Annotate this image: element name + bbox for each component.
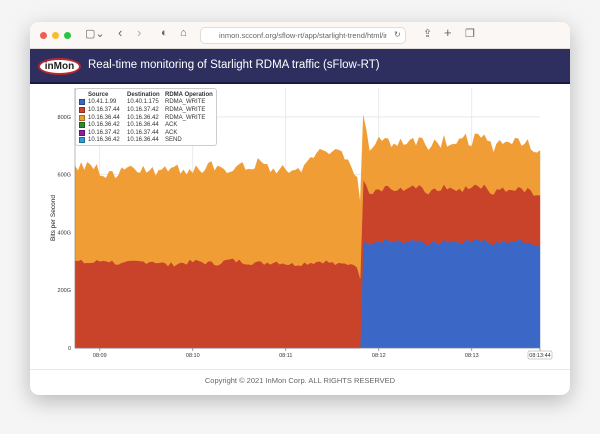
- y-axis-label: Bits per Second: [50, 195, 57, 241]
- legend-swatch: [79, 137, 85, 144]
- legend-row[interactable]: 10.16.36.42 10.16.36.44 SEND: [79, 137, 213, 145]
- y-tick-label: 800G: [58, 115, 71, 121]
- legend-operation: RDMA_WRITE: [165, 106, 206, 113]
- legend-operation: ACK: [165, 129, 178, 136]
- back-icon[interactable]: ‹: [118, 25, 123, 40]
- legend-destination: 10.40.1.175: [127, 99, 159, 106]
- legend-source: 10.16.36.44: [88, 114, 120, 121]
- legend-destination: 10.16.36.44: [127, 137, 159, 144]
- legend-row[interactable]: 10.41.1.99 10.40.1.175 RDMA_WRITE: [79, 99, 213, 107]
- legend-swatch: [79, 129, 85, 136]
- legend-operation: ACK: [165, 122, 178, 129]
- minimize-window-button[interactable]: [52, 32, 59, 39]
- close-window-button[interactable]: [40, 32, 47, 39]
- legend-destination: 10.16.36.42: [127, 114, 159, 121]
- new-tab-icon[interactable]: +: [444, 25, 452, 40]
- legend-col-destination: Destination: [127, 91, 160, 98]
- x-tick-label: 08:13: [465, 353, 479, 359]
- url-bar[interactable]: inmon.scconf.org/sflow-rt/app/starlight-…: [200, 27, 406, 44]
- tabs-overview-icon[interactable]: ❐: [465, 28, 475, 40]
- chart-legend: Source Destination RDMA Operation 10.41.…: [75, 88, 217, 146]
- legend-swatch: [79, 114, 85, 121]
- shield-icon[interactable]: ◐: [161, 27, 168, 39]
- page-title: Real-time monitoring of Starlight RDMA t…: [88, 59, 380, 71]
- legend-swatch: [79, 122, 85, 129]
- legend-col-source: Source: [88, 91, 109, 98]
- legend-destination: 10.16.36.44: [127, 122, 159, 129]
- copyright-text: Copyright © 2021 InMon Corp. ALL RIGHTS …: [204, 376, 396, 385]
- home-icon[interactable]: ⌂: [180, 27, 187, 39]
- legend-source: 10.16.36.42: [88, 122, 120, 129]
- legend-source: 10.41.1.99: [88, 99, 117, 106]
- legend-operation: RDMA_WRITE: [165, 99, 206, 106]
- sidebar-icon[interactable]: ▢⌄: [85, 28, 105, 40]
- footer-divider: [30, 369, 570, 370]
- legend-source: 10.16.37.42: [88, 129, 120, 136]
- traffic-chart: 0 200G 400G 600G 800G 08:09 08:10 08:11 08:12 08:…: [50, 88, 553, 360]
- legend-source: 10.16.37.44: [88, 106, 120, 113]
- y-tick-label: 400G: [58, 230, 71, 236]
- legend-swatch: [79, 99, 85, 106]
- series-area: [74, 115, 541, 279]
- legend-header: Source Destination RDMA Operation: [79, 91, 213, 99]
- legend-source: 10.16.36.42: [88, 137, 120, 144]
- y-tick-label: 0: [68, 346, 71, 352]
- x-tick-label: 08:09: [93, 353, 107, 359]
- browser-toolbar: ▢⌄ ‹ › ◐ ⌂ inmon.scconf.org/sflow-rt/app…: [30, 22, 570, 49]
- x-cursor-label-box: [527, 350, 553, 360]
- y-tick-label: 600G: [58, 173, 71, 179]
- legend-row[interactable]: 10.16.37.44 10.16.37.42 RDMA_WRITE: [79, 106, 213, 114]
- reload-icon[interactable]: ↻: [394, 30, 401, 39]
- share-icon[interactable]: ⇪: [423, 28, 433, 40]
- legend-row[interactable]: 10.16.36.44 10.16.36.42 RDMA_WRITE: [79, 114, 213, 122]
- x-tick-label: 08:10: [186, 353, 200, 359]
- browser-window: ▢⌄ ‹ › ◐ ⌂ inmon.scconf.org/sflow-rt/app…: [30, 22, 570, 395]
- inmon-logo[interactable]: inMon: [38, 58, 81, 75]
- x-tick-label: 08:11: [279, 353, 292, 359]
- maximize-window-button[interactable]: [64, 32, 71, 39]
- url-text: inmon.scconf.org/sflow-rt/app/starlight-…: [219, 31, 387, 40]
- legend-row[interactable]: 10.16.37.42 10.16.37.44 ACK: [79, 129, 213, 137]
- forward-icon[interactable]: ›: [137, 25, 142, 40]
- legend-destination: 10.16.37.44: [127, 129, 159, 136]
- x-tick-label: 08:12: [372, 353, 386, 359]
- legend-operation: SEND: [165, 137, 182, 144]
- page-header: inMon Real-time monitoring of Starlight …: [30, 49, 570, 84]
- legend-col-operation: RDMA Operation: [165, 91, 213, 98]
- legend-row[interactable]: 10.16.36.42 10.16.36.44 ACK: [79, 121, 213, 129]
- y-tick-label: 200G: [58, 288, 71, 294]
- legend-destination: 10.16.37.42: [127, 106, 159, 113]
- legend-operation: RDMA_WRITE: [165, 114, 206, 121]
- legend-swatch: [79, 106, 85, 113]
- x-tick-label: 08:13:44: [529, 353, 550, 359]
